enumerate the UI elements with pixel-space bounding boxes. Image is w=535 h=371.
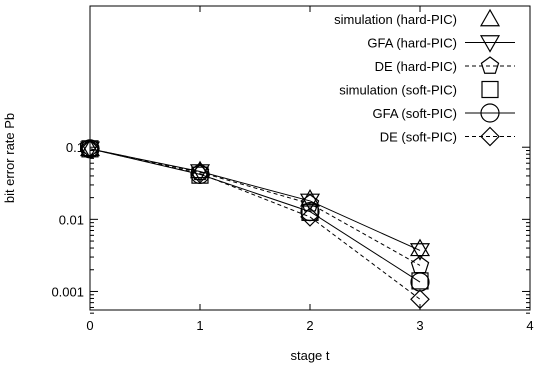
y-tick-label: 0.1 — [66, 140, 84, 155]
legend-marker-0 — [479, 8, 501, 27]
x-tick-label: 0 — [86, 318, 93, 333]
series-5-point-3 — [410, 289, 430, 310]
legend-label: DE (soft-PIC) — [380, 130, 457, 145]
series-1-point-3 — [409, 243, 431, 261]
series-line-5 — [89, 148, 421, 300]
legend-marker-1 — [479, 35, 501, 53]
legend-label: GFA (hard-PIC) — [367, 36, 457, 51]
legend: simulation (hard-PIC) GFA (hard-PIC) DE (h… — [334, 8, 515, 147]
legend-label: DE (hard-PIC) — [375, 59, 457, 74]
series-markers — [79, 138, 431, 310]
series-lines — [89, 148, 421, 300]
series-1-point-0 — [79, 141, 101, 160]
legend-label: GFA (soft-PIC) — [372, 106, 457, 121]
x-axis-label: stage t — [290, 348, 329, 363]
series-2-point-2 — [300, 193, 320, 212]
series-5-point-0 — [80, 138, 100, 159]
series-3-point-0 — [81, 140, 99, 158]
y-tick-label: 0.01 — [59, 212, 84, 227]
x-tick-label: 4 — [526, 318, 533, 333]
series-0-point-3 — [409, 238, 431, 257]
series-line-2 — [89, 148, 421, 266]
series-2-point-0 — [80, 139, 100, 157]
legend-marker-5 — [480, 126, 500, 147]
x-tick-label: 3 — [416, 318, 423, 333]
y-axis-label: bit error rate Pb — [2, 113, 17, 203]
series-5-point-1 — [190, 163, 210, 184]
x-tick-label: 1 — [196, 318, 203, 333]
legend-marker-3 — [481, 80, 499, 99]
legend-label: simulation (hard-PIC) — [334, 12, 457, 27]
legend-marker-4 — [480, 103, 500, 123]
series-4-point-2 — [300, 202, 320, 222]
series-line-1 — [89, 148, 421, 251]
series-line-4 — [89, 148, 421, 283]
x-tick-label: 2 — [306, 318, 313, 333]
plot-frame — [89, 5, 531, 311]
series-5-point-2 — [300, 207, 320, 227]
y-tick-label: 0.001 — [51, 284, 84, 299]
legend-label: simulation (soft-PIC) — [339, 83, 457, 98]
axis-ticks: 0 1 2 3 4 0.1 0.01 0.001 — [51, 6, 534, 333]
legend-marker-2 — [480, 56, 500, 74]
